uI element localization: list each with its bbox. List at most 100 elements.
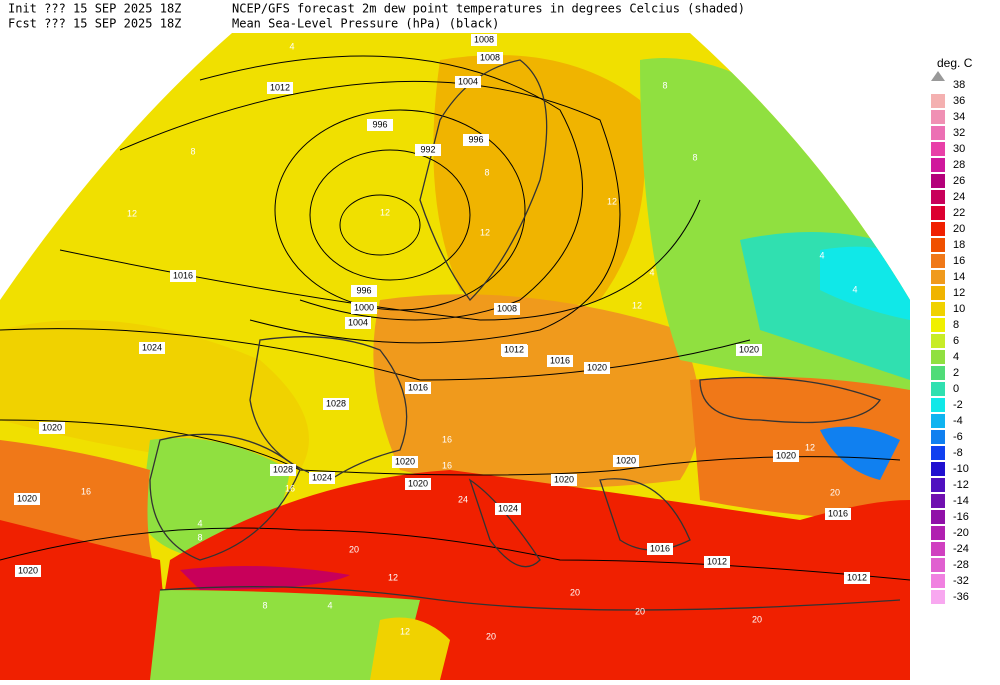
subtitle: Mean Sea-Level Pressure (hPa) (black) [232, 17, 499, 31]
title: NCEP/GFS forecast 2m dew point temperatu… [232, 2, 745, 16]
dewpoint-label: 16 [442, 460, 452, 470]
dewpoint-label: 8 [262, 600, 267, 610]
dewpoint-label: 20 [752, 614, 762, 624]
legend-swatch [931, 462, 945, 476]
coastlines [149, 59, 901, 611]
dewpoint-label: 12 [400, 626, 410, 636]
legend-swatch [931, 446, 945, 460]
legend-label: -8 [953, 447, 963, 459]
dewpoint-label: 4 [197, 518, 202, 528]
dewpoint-label: 20 [349, 544, 359, 554]
legend-swatch [931, 206, 945, 220]
isobar-label-bg [495, 503, 521, 515]
isobar-label: 1016 [408, 382, 428, 392]
field [0, 520, 170, 680]
isobar-label: 1028 [326, 398, 346, 408]
isobar-label-bg [405, 382, 431, 394]
isobar-label-bg [613, 455, 639, 467]
dewpoint-label: 20 [830, 487, 840, 497]
isobar-label: 1024 [142, 342, 162, 352]
isobar-label: 1028 [273, 464, 293, 474]
legend-swatch [931, 142, 945, 156]
field [370, 617, 450, 680]
field [690, 376, 910, 520]
isobar-label-bg [494, 303, 520, 315]
isobar-label: 1020 [42, 422, 62, 432]
isobar-label: 1000 [354, 302, 374, 312]
field [373, 294, 700, 488]
dewpoint-label: 20 [570, 587, 580, 597]
legend-label: 18 [953, 239, 965, 251]
legend-label: -28 [953, 559, 969, 571]
legend-label: 10 [953, 303, 965, 315]
legend-label: 28 [953, 159, 965, 171]
isobar-label: 1016 [650, 543, 670, 553]
dewpoint-label: 8 [484, 167, 489, 177]
legend-swatch [931, 302, 945, 316]
legend-label: -36 [953, 591, 969, 603]
isobar-label-bg [647, 543, 673, 555]
dewpoint-label: 8 [692, 152, 697, 162]
isobar-label-bg [825, 508, 851, 520]
legend-label: 2 [953, 367, 959, 379]
legend-swatch [931, 494, 945, 508]
legend-swatch [931, 190, 945, 204]
isobar-label-bg [551, 474, 577, 486]
isobar-label-bg [170, 270, 196, 282]
isobar-label-bg [139, 342, 165, 354]
isobar-label: 1020 [17, 493, 37, 503]
legend-label: -16 [953, 511, 969, 523]
dewpoint-label: 4 [327, 600, 332, 610]
legend-label: 34 [953, 111, 965, 123]
dewpoint-label: 4 [289, 41, 294, 51]
legend-swatch [931, 478, 945, 492]
dewpoint-label: 12 [388, 572, 398, 582]
isobar-label: 1020 [616, 455, 636, 465]
legend-label: 30 [953, 143, 965, 155]
legend-swatch [931, 286, 945, 300]
legend-label: 16 [953, 255, 965, 267]
legend-swatch [931, 510, 945, 524]
isobar-label: 1020 [408, 478, 428, 488]
isobar-label-bg [736, 344, 762, 356]
dewpoint-label: 20 [486, 631, 496, 641]
legend-swatch [931, 318, 945, 332]
isobar-label-bg [477, 52, 503, 64]
legend-label: -2 [953, 399, 963, 411]
isobar-label: 1004 [458, 76, 478, 86]
dewpoint-label: 12 [127, 208, 137, 218]
legend-label: 20 [953, 223, 965, 235]
isobar-label: 1016 [550, 355, 570, 365]
dewpoint-label: 16 [442, 434, 452, 444]
isobar-label: 992 [420, 144, 435, 154]
isobar-label: 1020 [739, 344, 759, 354]
isobar-label-bg [351, 285, 377, 297]
legend-label: -4 [953, 415, 963, 427]
isobar-label-bg [39, 422, 65, 434]
legend-label: 0 [953, 383, 959, 395]
isobar-label-bg [455, 76, 481, 88]
legend-label: -32 [953, 575, 969, 587]
legend-swatch [931, 430, 945, 444]
dewpoint-label: 16 [285, 483, 295, 493]
isobar-label: 1012 [504, 344, 524, 354]
dewpoint-label: 16 [81, 486, 91, 496]
isobar-label: 1020 [395, 456, 415, 466]
isobar-label-bg [844, 572, 870, 584]
init-line: Init ??? 15 SEP 2025 18Z [8, 2, 181, 16]
isobar-label-bg [15, 565, 41, 577]
isobar-label-bg [345, 317, 371, 329]
legend-label: 24 [953, 191, 965, 203]
legend-swatch [931, 270, 945, 284]
legend-swatch [931, 558, 945, 572]
legend-swatch [931, 126, 945, 140]
legend-swatch [931, 414, 945, 428]
isobar-label: 1004 [348, 317, 368, 327]
isobar-label-bg [323, 398, 349, 410]
legend-swatch [931, 526, 945, 540]
isobar-label: 1020 [776, 450, 796, 460]
field [820, 426, 900, 480]
isobar-label: 1016 [828, 508, 848, 518]
legend-label: -24 [953, 543, 969, 555]
